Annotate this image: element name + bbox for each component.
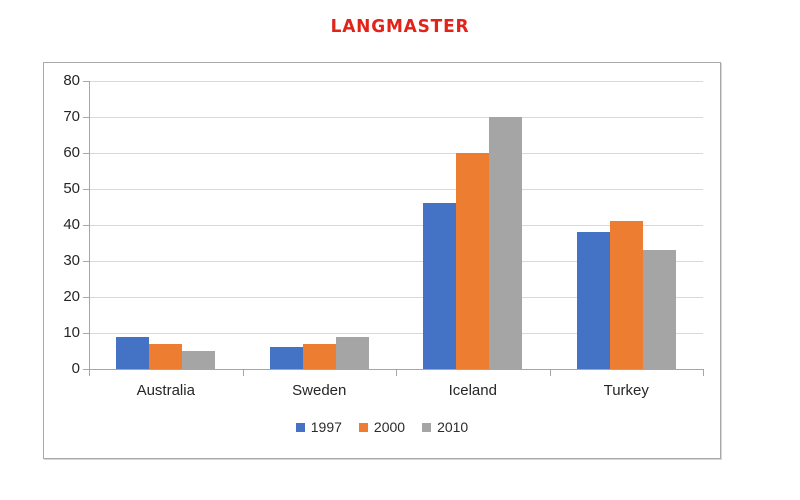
gridline <box>89 261 703 262</box>
bar-turkey-2010 <box>642 250 676 369</box>
legend-label: 2010 <box>437 419 469 435</box>
y-axis-line <box>89 81 90 369</box>
bar-turkey-1997 <box>576 232 610 369</box>
legend-swatch-icon <box>422 422 432 432</box>
legend: 1997 2000 2010 <box>44 420 720 434</box>
x-axis-tick <box>89 370 90 376</box>
gridline <box>89 81 703 82</box>
chart-frame: 1997 2000 2010 0 10 20 30 40 50 60 70 80 Australia S… <box>43 62 721 459</box>
y-axis-tick-label: 20 <box>63 288 80 305</box>
x-axis-category-label: Turkey <box>603 382 649 399</box>
gridline <box>89 297 703 298</box>
bar-australia-1997 <box>116 336 150 369</box>
y-axis-tick <box>83 81 89 82</box>
y-axis-tick <box>83 261 89 262</box>
bar-sweden-2000 <box>302 343 336 369</box>
bar-iceland-1997 <box>423 203 457 369</box>
y-axis-tick <box>83 369 89 370</box>
x-axis-category-label: Iceland <box>448 382 497 399</box>
bar-australia-2010 <box>182 351 216 369</box>
y-axis-tick-label: 0 <box>71 360 80 377</box>
legend-label: 1997 <box>310 419 342 435</box>
x-axis-tick <box>703 370 704 376</box>
gridline <box>89 333 703 334</box>
y-axis-tick-label: 30 <box>63 252 80 269</box>
bar-iceland-2000 <box>456 153 490 369</box>
legend-item-2010: 2010 <box>422 420 468 434</box>
x-axis-category-label: Australia <box>136 382 195 399</box>
legend-item-1997: 1997 <box>295 419 342 435</box>
gridline <box>89 117 703 118</box>
y-axis-tick <box>83 189 89 190</box>
x-axis-line <box>89 369 704 370</box>
x-axis-tick <box>396 370 397 376</box>
x-axis-category-label: Sweden <box>292 382 347 399</box>
gridline <box>89 189 703 190</box>
bar-sweden-2010 <box>335 336 369 369</box>
legend-swatch-icon <box>358 422 368 432</box>
y-axis-tick-label: 40 <box>63 216 80 233</box>
y-axis-tick-label: 10 <box>63 324 80 341</box>
y-axis-tick <box>83 117 89 118</box>
legend-label: 2000 <box>373 419 406 435</box>
y-axis-tick-label: 60 <box>63 144 80 161</box>
y-axis-tick <box>83 297 89 298</box>
bar-iceland-2010 <box>489 117 523 369</box>
legend-swatch-icon <box>295 422 305 432</box>
brand-logo: LANGMASTER <box>330 16 470 38</box>
bar-turkey-2000 <box>609 221 643 369</box>
gridline <box>89 153 703 154</box>
y-axis-tick <box>83 153 89 154</box>
gridline <box>89 225 703 226</box>
bar-sweden-1997 <box>269 347 303 369</box>
y-axis-tick <box>83 333 89 334</box>
y-axis-tick-label: 50 <box>63 180 80 197</box>
y-axis-tick <box>83 225 89 226</box>
y-axis-tick-label: 80 <box>63 72 80 89</box>
bar-australia-2000 <box>149 343 183 369</box>
x-axis-tick <box>549 370 551 376</box>
legend-item-2000: 2000 <box>358 419 406 435</box>
x-axis-tick <box>242 370 244 376</box>
y-axis-tick-label: 70 <box>63 108 80 125</box>
